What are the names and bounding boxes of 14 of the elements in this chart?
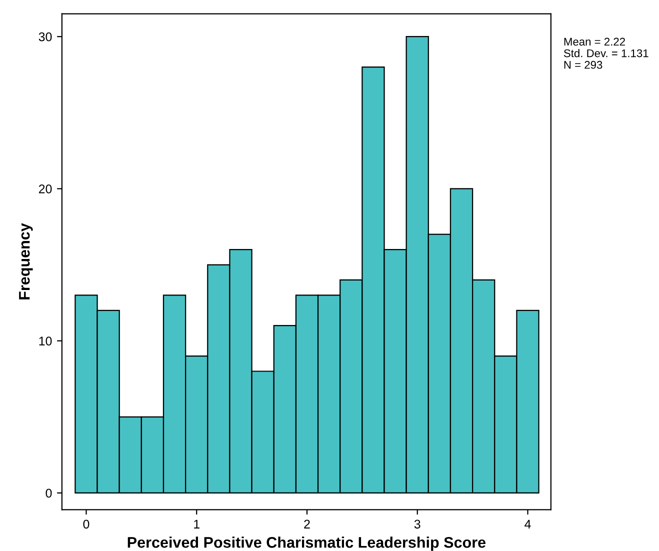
x-tick-label: 3 — [414, 520, 420, 529]
x-tick-label: 2 — [304, 520, 310, 528]
text: N = 293 — [564, 60, 602, 69]
x-tick-label: 0 — [83, 520, 90, 529]
text: Std. Dev. = 1.131 — [564, 49, 648, 58]
y-tick-label: 10 — [39, 336, 52, 346]
y-axis-title: Frequency — [19, 223, 33, 300]
x-tick-label: 1 — [194, 520, 200, 528]
y-tick-label: 0 — [46, 488, 52, 498]
y-tick-label: 30 — [38, 32, 52, 42]
text: Mean = 2.22 — [564, 38, 625, 46]
x-tick-label: 4 — [524, 520, 531, 528]
y-tick-label: 20 — [38, 184, 52, 194]
x-axis-title: Perceived Positive Charismatic Leadership Score — [128, 536, 486, 551]
